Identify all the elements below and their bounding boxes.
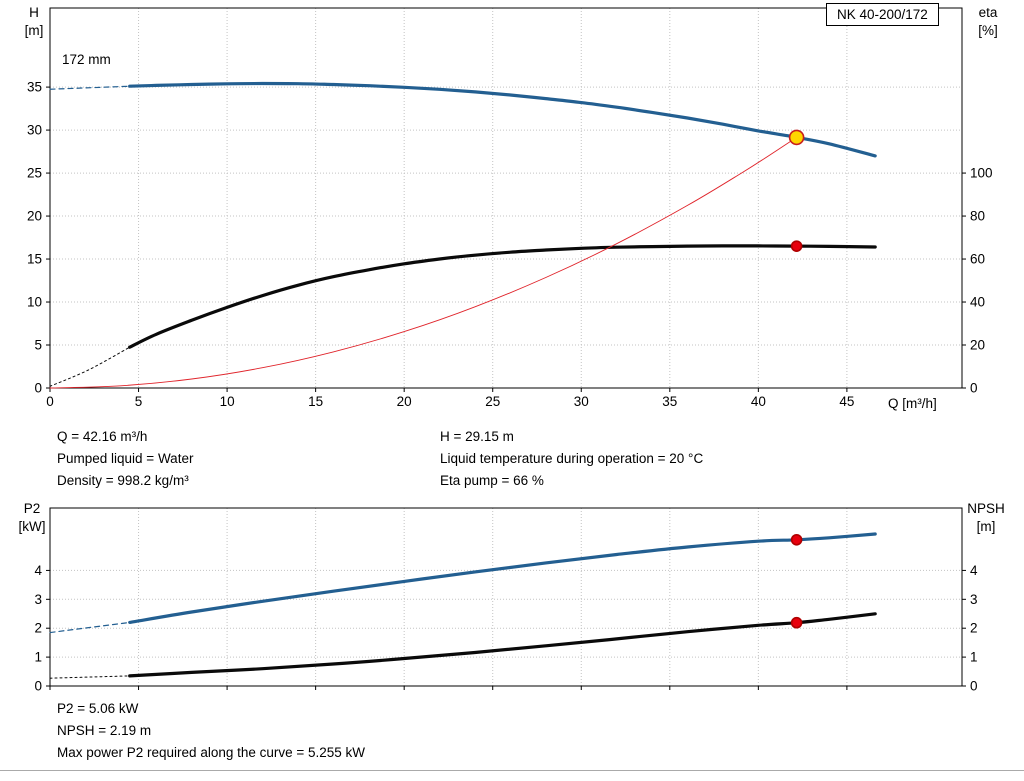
x-tick-label: 5 xyxy=(135,394,143,409)
x-tick-label: 0 xyxy=(46,394,54,409)
eta-axis-unit: [%] xyxy=(978,23,998,38)
eta-curve xyxy=(128,244,877,349)
impeller-diameter-label: 172 mm xyxy=(62,52,111,67)
plot-frame xyxy=(49,7,963,389)
x-tick-label: 15 xyxy=(308,394,323,409)
npsh-axis-unit: [m] xyxy=(976,519,996,534)
info-density: Density = 998.2 kg/m³ xyxy=(57,473,189,488)
bottom-divider xyxy=(0,770,1024,771)
pump-model-box: NK 40-200/172 xyxy=(826,3,939,26)
y-right-tick-label: 80 xyxy=(970,209,985,224)
info-pumped-liquid: Pumped liquid = Water xyxy=(57,451,194,466)
y-left-tick-label: 2 xyxy=(34,621,42,636)
info-temperature: Liquid temperature during operation = 20… xyxy=(440,451,704,466)
duty-point-eta xyxy=(790,240,803,252)
info-q: Q = 42.16 m³/h xyxy=(57,429,148,444)
y-left-tick-label: 30 xyxy=(27,123,42,138)
y-right-tick-label: 60 xyxy=(970,252,985,267)
info-npsh: NPSH = 2.19 m xyxy=(57,723,152,738)
info-p2: P2 = 5.06 kW xyxy=(57,701,139,716)
x-tick-label: 45 xyxy=(839,394,854,409)
y-right-tick-label: 2 xyxy=(970,621,978,636)
y-right-tick-label: 100 xyxy=(970,166,993,181)
axis-ticks-and-labels: 0 5 10 15 20 25 30 35 40 45 0 5 10 15 20 25 30 35 0 20 40 60 8… xyxy=(27,80,993,409)
y-right-tick-label: 20 xyxy=(970,338,985,353)
y-left-tick-label: 20 xyxy=(27,209,42,224)
info-h: H = 29.15 m xyxy=(440,429,514,444)
duty-info-right: H = 29.15 m Liquid temperature during op… xyxy=(440,426,703,492)
head-curve-leadin xyxy=(49,85,131,90)
y-left-tick-label: 5 xyxy=(34,338,42,353)
y-right-tick-label: 3 xyxy=(970,592,978,607)
gridlines xyxy=(50,8,962,388)
npsh-curve xyxy=(128,612,877,678)
y-right-tick-label: 0 xyxy=(970,381,978,396)
x-tick-label: 40 xyxy=(751,394,766,409)
power-info: P2 = 5.06 kW NPSH = 2.19 m Max power P2 … xyxy=(57,698,365,764)
h-axis-symbol: H xyxy=(29,5,39,20)
head-curve xyxy=(128,81,877,158)
y-left-tick-label: 0 xyxy=(34,381,42,396)
y-left-tick-label: 10 xyxy=(27,295,42,310)
p2-npsh-chart: 0 1 2 3 4 0 1 2 3 4 xyxy=(34,507,978,694)
p2-curve xyxy=(128,532,877,624)
h-axis-label: H [m] xyxy=(10,4,58,40)
hq-chart: 0 5 10 15 20 25 30 35 40 45 0 5 10 15 20 25 30 35 0 20 40 60 8… xyxy=(27,7,993,409)
x-tick-label: 25 xyxy=(485,394,500,409)
x-tick-label: 35 xyxy=(662,394,677,409)
y-left-tick-label: 15 xyxy=(27,252,42,267)
y-left-tick-label: 35 xyxy=(27,80,42,95)
y-left-tick-label: 4 xyxy=(34,563,42,578)
npsh-curve-leadin xyxy=(49,675,131,679)
gridlines xyxy=(50,508,962,686)
y-right-tick-label: 40 xyxy=(970,295,985,310)
y-left-tick-label: 1 xyxy=(34,650,42,665)
p2-axis-label: P2 [kW] xyxy=(8,500,56,536)
axis-ticks-and-labels: 0 1 2 3 4 0 1 2 3 4 xyxy=(34,563,978,694)
npsh-axis-label: NPSH [m] xyxy=(962,500,1010,536)
duty-point-npsh xyxy=(790,616,803,629)
y-right-tick-label: 1 xyxy=(970,650,978,665)
p2-axis-symbol: P2 xyxy=(23,501,41,516)
info-max-power: Max power P2 required along the curve = … xyxy=(57,745,366,760)
system-curve xyxy=(49,136,798,389)
info-eta-pump: Eta pump = 66 % xyxy=(440,473,544,488)
p2-curve-leadin xyxy=(49,621,131,634)
y-left-tick-label: 0 xyxy=(34,679,42,694)
duty-info-left: Q = 42.16 m³/h Pumped liquid = Water Den… xyxy=(57,426,193,492)
eta-curve-leadin xyxy=(49,346,131,387)
y-right-tick-label: 0 xyxy=(970,679,978,694)
x-tick-label: 20 xyxy=(397,394,412,409)
q-axis-label: Q [m³/h] xyxy=(888,396,937,411)
p2-axis-unit: [kW] xyxy=(18,519,46,534)
y-left-tick-label: 3 xyxy=(34,592,42,607)
duty-point-head xyxy=(788,129,805,146)
plot-frame xyxy=(49,507,963,687)
eta-axis-label: eta [%] xyxy=(964,4,1012,40)
x-tick-label: 30 xyxy=(574,394,589,409)
npsh-axis-symbol: NPSH xyxy=(967,501,1005,516)
y-left-tick-label: 25 xyxy=(27,166,42,181)
y-right-tick-label: 4 xyxy=(970,563,978,578)
eta-axis-symbol: eta xyxy=(978,5,998,20)
h-axis-unit: [m] xyxy=(24,23,44,38)
duty-point-p2 xyxy=(790,533,803,546)
x-tick-label: 10 xyxy=(220,394,235,409)
